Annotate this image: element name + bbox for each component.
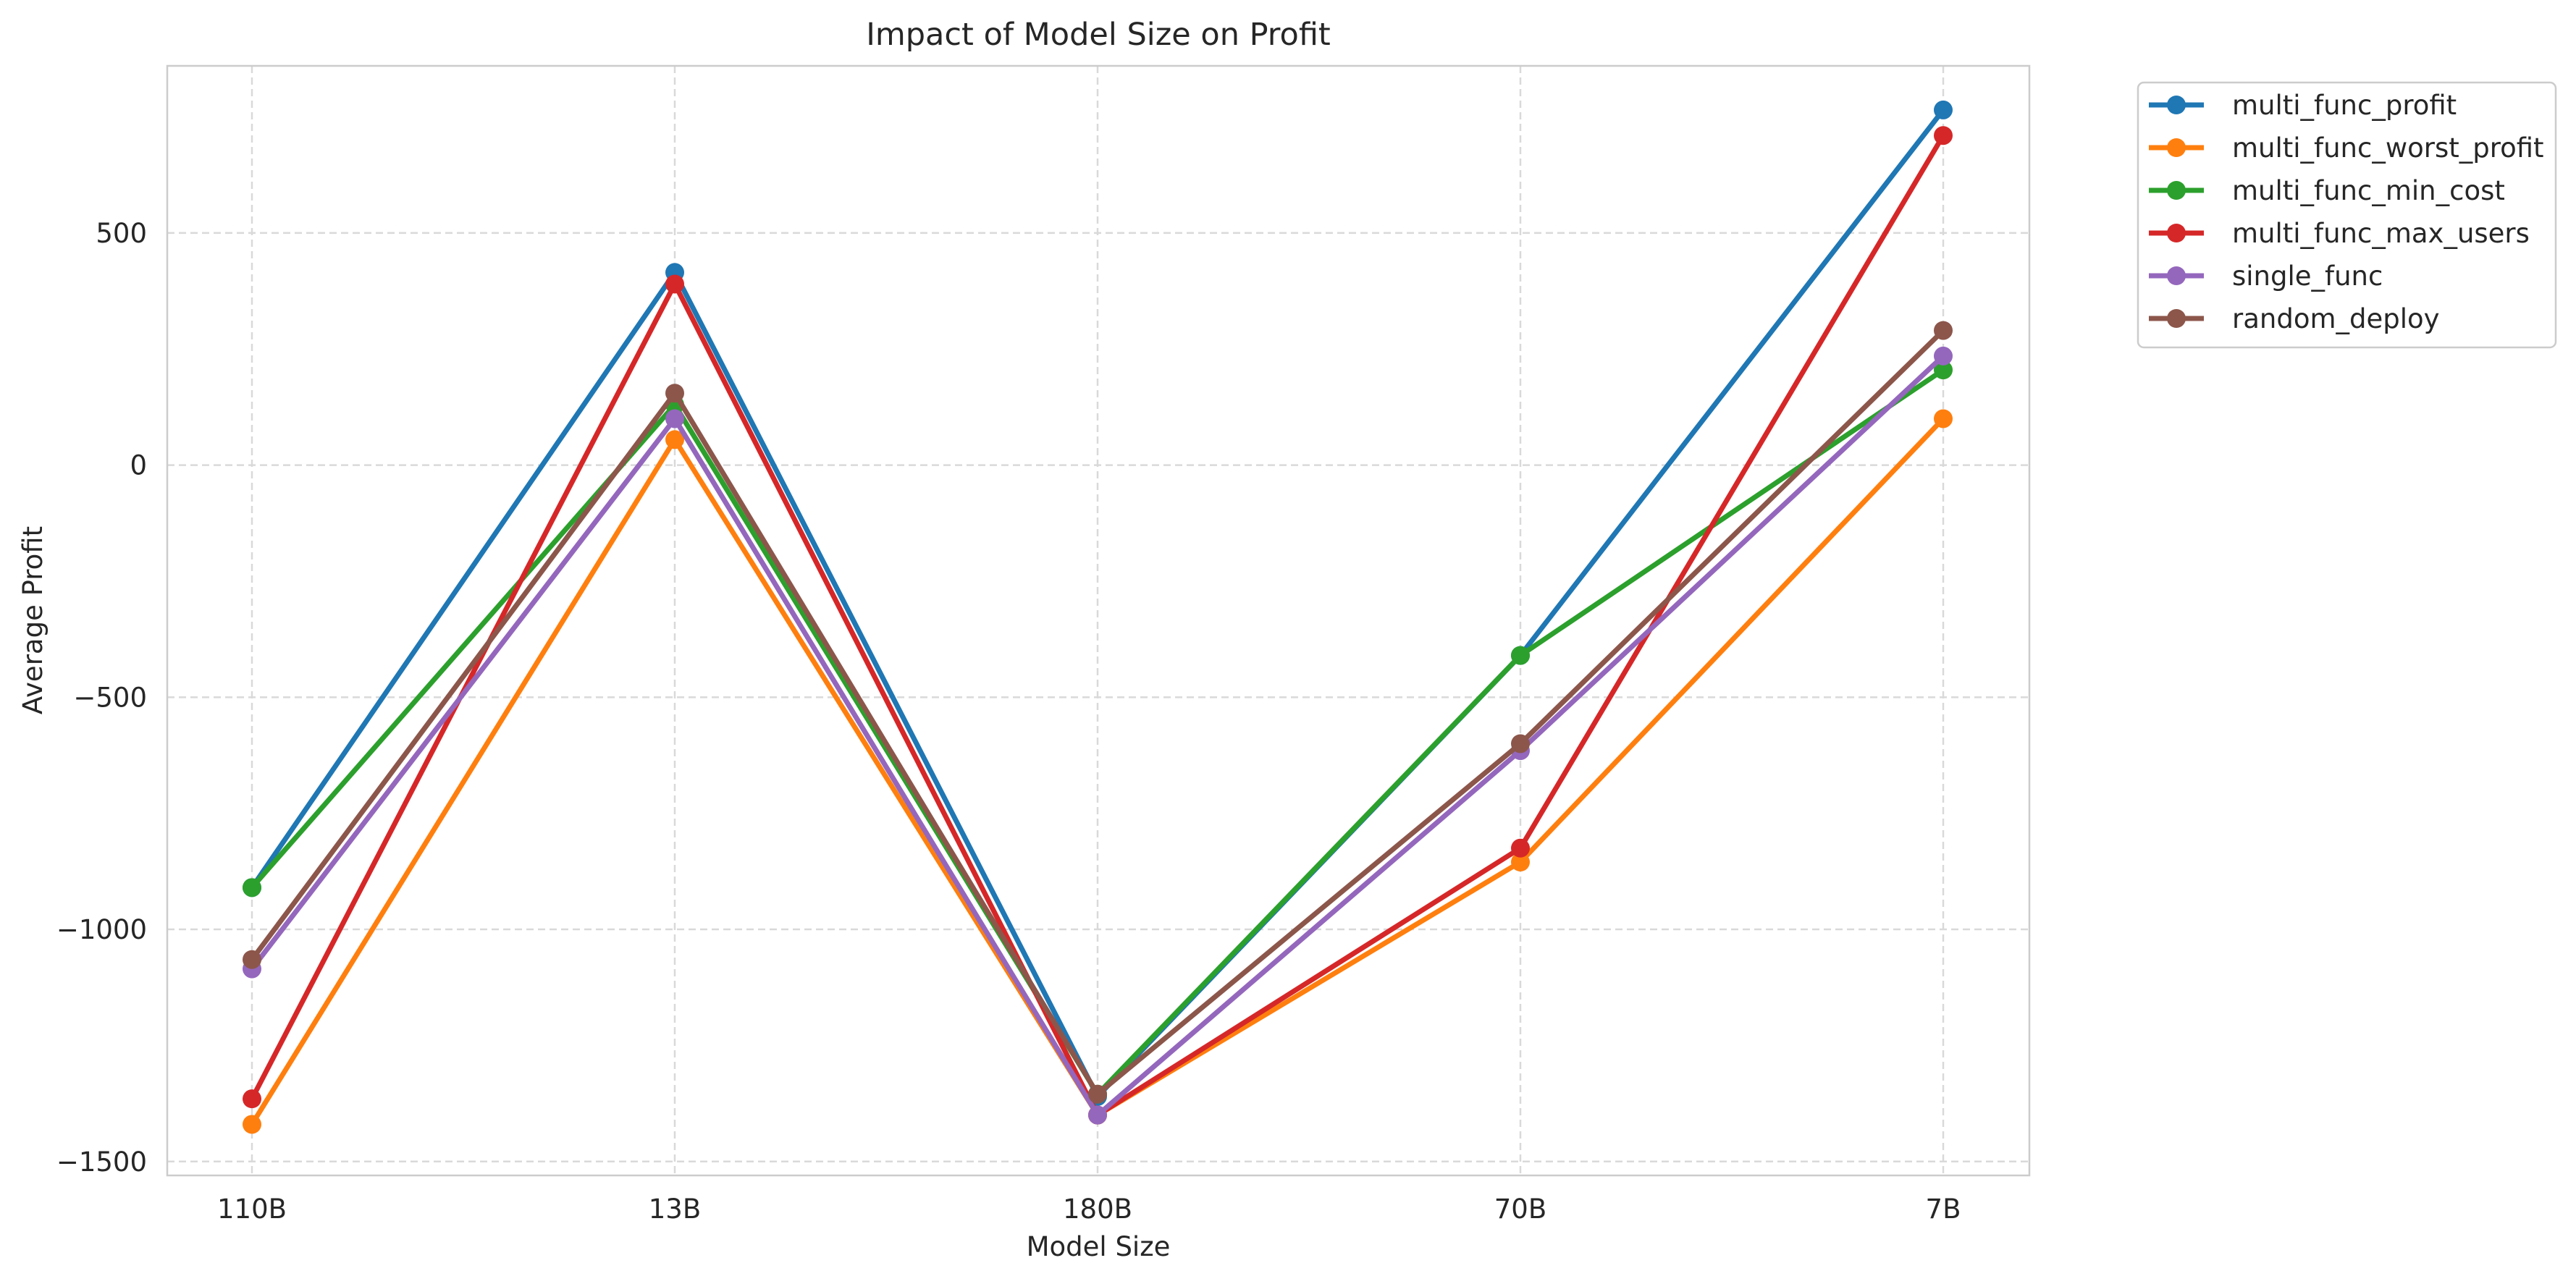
- data-point: [665, 274, 684, 294]
- legend-entry: multi_func_worst_profit: [2149, 132, 2544, 164]
- x-tick-label: 70B: [1494, 1194, 1546, 1225]
- data-point: [665, 384, 684, 403]
- chart-title: Impact of Model Size on Profit: [866, 17, 1331, 53]
- y-tick-labels: 500 0 −500 −1000 −1500: [56, 218, 147, 1178]
- x-tick-label: 13B: [649, 1194, 701, 1225]
- legend-label: multi_func_max_users: [2232, 218, 2530, 249]
- data-point: [1934, 100, 1953, 119]
- series-lines: [243, 100, 1953, 1134]
- series-random_deploy: [243, 321, 1953, 1104]
- data-point: [1934, 126, 1953, 145]
- x-tick-label: 180B: [1063, 1194, 1132, 1225]
- grid-lines: [167, 66, 2029, 1175]
- legend-marker: [2167, 224, 2186, 242]
- data-point: [1511, 853, 1530, 872]
- data-point: [665, 430, 684, 449]
- y-tick-label: −500: [73, 682, 147, 713]
- legend-label: multi_func_profit: [2232, 90, 2457, 121]
- legend-box: [2137, 81, 2557, 349]
- y-axis-label: Average Profit: [17, 526, 49, 714]
- x-tick-label: 7B: [1926, 1194, 1961, 1225]
- data-point: [1511, 734, 1530, 753]
- x-tick-label: 110B: [217, 1194, 287, 1225]
- legend-marker: [2167, 181, 2186, 200]
- data-point: [1934, 321, 1953, 340]
- legend-label: multi_func_worst_profit: [2232, 132, 2544, 164]
- legend-entry: single_func: [2149, 261, 2383, 292]
- legend-entry: random_deploy: [2149, 303, 2440, 334]
- data-point: [243, 1089, 261, 1109]
- legend-entry: multi_func_profit: [2149, 90, 2457, 121]
- data-point: [1934, 409, 1953, 428]
- data-point: [1088, 1105, 1107, 1125]
- data-point: [1511, 838, 1530, 858]
- legend-label: single_func: [2232, 261, 2383, 292]
- legend-marker: [2167, 96, 2186, 114]
- y-tick-label: 500: [96, 218, 147, 249]
- legend-marker: [2167, 138, 2186, 157]
- legend-label: multi_func_min_cost: [2232, 175, 2505, 206]
- data-point: [1934, 360, 1953, 380]
- data-point: [243, 1115, 261, 1134]
- data-point: [1511, 646, 1530, 665]
- y-tick-label: −1000: [56, 914, 147, 945]
- y-tick-label: −1500: [56, 1146, 147, 1178]
- x-axis-label: Model Size: [1027, 1231, 1171, 1262]
- legend: multi_func_profit multi_func_worst_profit…: [2137, 81, 2557, 349]
- legend-marker: [2167, 266, 2186, 285]
- x-tick-labels: 110B 13B 180B 70B 7B: [217, 1194, 1961, 1225]
- plot-frame: [166, 64, 2031, 1177]
- data-point: [665, 409, 684, 428]
- y-tick-label: 0: [130, 450, 147, 481]
- data-point: [1934, 346, 1953, 366]
- legend-entry: multi_func_max_users: [2149, 218, 2530, 249]
- legend-entry: multi_func_min_cost: [2149, 175, 2505, 206]
- data-point: [243, 878, 261, 897]
- legend-marker: [2167, 309, 2186, 328]
- legend-label: random_deploy: [2232, 303, 2440, 334]
- data-point: [243, 950, 261, 969]
- data-point: [1088, 1084, 1107, 1104]
